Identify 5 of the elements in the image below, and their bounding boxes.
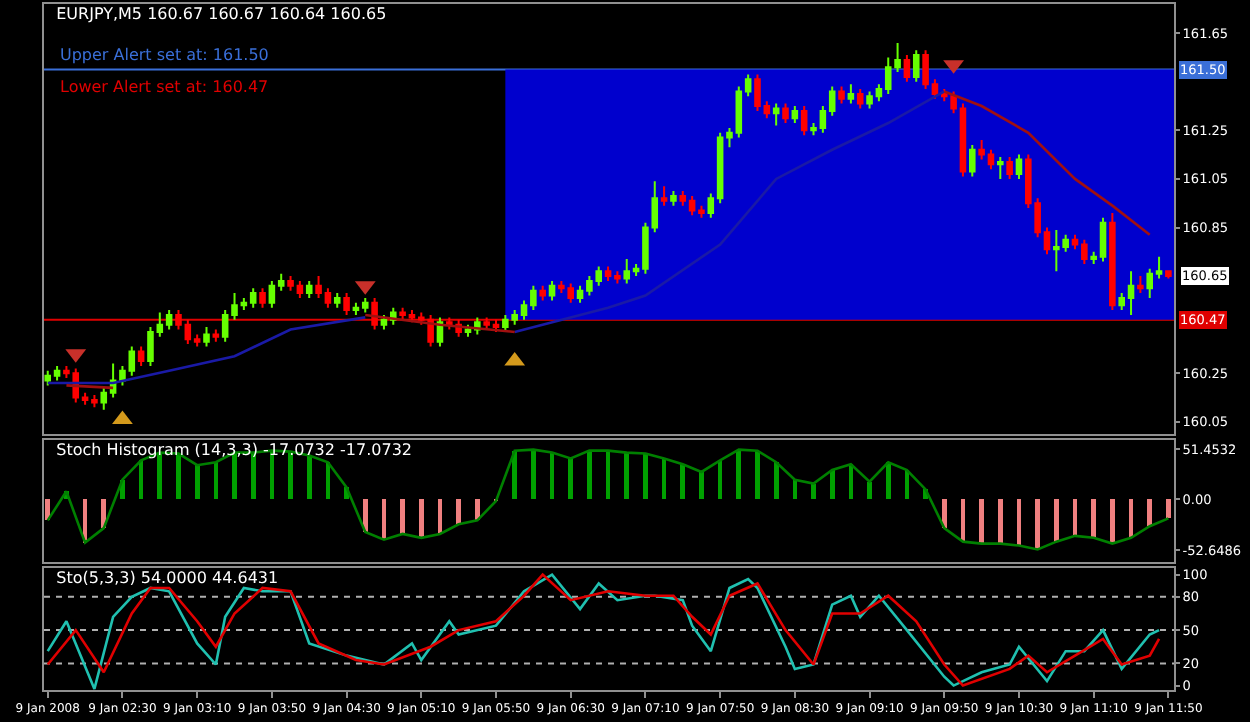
- chart-title: EURJPY,M5 160.67 160.67 160.64 160.65: [56, 5, 387, 24]
- chart-title: Sto(5,3,3) 54.0000 44.6431: [56, 569, 279, 588]
- annotation: Upper Alert set at: 161.50: [60, 46, 269, 64]
- chart-title: Stoch Histogram (14,3,3) -17.0732 -17.0732: [56, 441, 412, 460]
- annotation: Lower Alert set at: 160.47: [60, 78, 269, 96]
